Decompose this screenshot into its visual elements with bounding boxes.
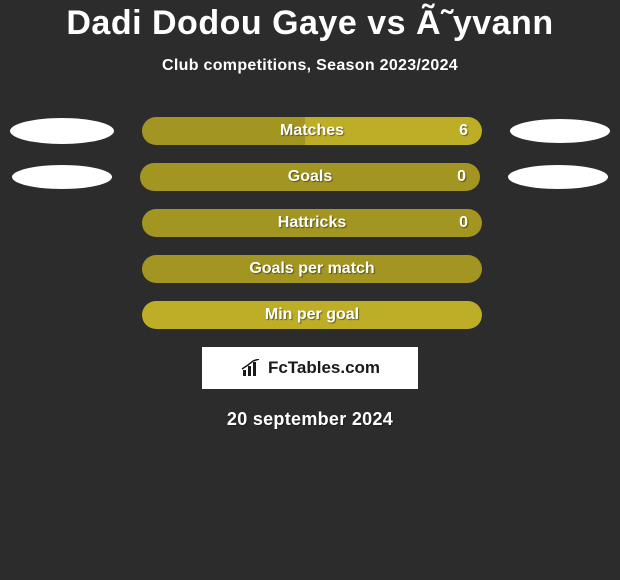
left-ellipse [10,118,114,144]
stat-bar-label: Goals [288,168,332,186]
bar-row: Matches 6 [0,117,620,145]
stat-bar-label: Hattricks [278,214,346,232]
comparison-infographic: Dadi Dodou Gaye vs Ã˜yvann Club competit… [0,0,620,580]
logo-box: FcTables.com [202,347,418,389]
stat-bar-label: Goals per match [249,260,374,278]
right-ellipse [510,119,610,143]
right-ellipse [508,165,608,189]
stat-bar-value: 6 [459,122,468,140]
date-line: 20 september 2024 [0,409,620,430]
left-ellipse [12,165,112,189]
page-subtitle: Club competitions, Season 2023/2024 [0,57,620,75]
stat-bar-label: Matches [280,122,344,140]
stat-bar: Goals 0 [140,163,480,191]
bar-row: Goals 0 [0,163,620,191]
bar-row: Hattricks 0 [0,209,620,237]
bars-area: Matches 6 Goals 0 Hattricks 0 Goals per match M… [0,117,620,329]
bar-row: Min per goal [0,301,620,329]
stat-bar: Matches 6 [142,117,482,145]
stat-bar: Min per goal [142,301,482,329]
bar-row: Goals per match [0,255,620,283]
logo-text: FcTables.com [268,358,380,378]
barchart-icon [240,359,262,377]
stat-bar: Hattricks 0 [142,209,482,237]
stat-bar-value: 0 [457,168,466,186]
stat-bar-value: 0 [459,214,468,232]
stat-bar-label: Min per goal [265,306,359,324]
page-title: Dadi Dodou Gaye vs Ã˜yvann [0,4,620,43]
stat-bar: Goals per match [142,255,482,283]
